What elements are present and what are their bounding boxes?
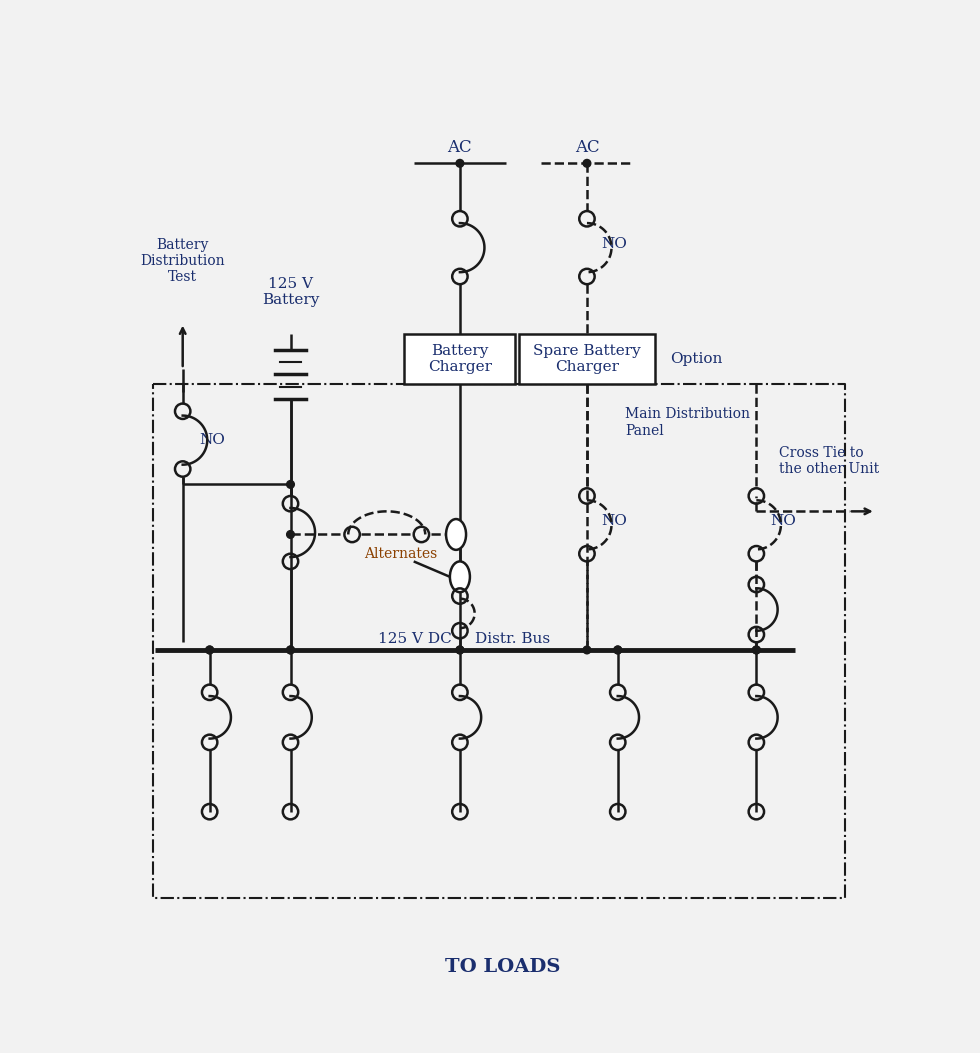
Text: NO: NO [601,514,626,528]
Circle shape [613,647,621,654]
Text: Distr. Bus: Distr. Bus [475,632,551,647]
Text: Alternates: Alternates [364,547,437,560]
Circle shape [286,647,294,654]
Text: Battery
Charger: Battery Charger [428,344,492,375]
Text: AC: AC [448,139,472,157]
Text: NO: NO [601,237,626,251]
Text: Cross Tie to
the other Unit: Cross Tie to the other Unit [779,445,880,476]
Circle shape [286,480,294,489]
Circle shape [456,647,464,654]
Text: Option: Option [670,353,722,366]
Text: 125 V DC: 125 V DC [378,632,452,647]
Circle shape [753,647,760,654]
Circle shape [583,159,591,167]
Bar [405,334,515,384]
Text: 125 V
Battery: 125 V Battery [262,277,319,307]
Text: NO: NO [770,514,796,528]
Circle shape [456,159,464,167]
Ellipse shape [446,519,466,550]
Circle shape [286,531,294,538]
Circle shape [753,647,760,654]
Text: NO: NO [200,433,225,448]
Circle shape [583,647,591,654]
Text: Spare Battery
Charger: Spare Battery Charger [533,344,641,375]
Circle shape [456,647,464,654]
Circle shape [206,647,214,654]
Text: TO LOADS: TO LOADS [445,958,560,976]
Circle shape [613,647,621,654]
Bar [519,334,655,384]
Text: Battery
Distribution
Test: Battery Distribution Test [140,238,225,284]
Ellipse shape [450,561,470,592]
Circle shape [286,647,294,654]
Circle shape [206,647,214,654]
Text: Main Distribution
Panel: Main Distribution Panel [625,408,751,438]
Text: AC: AC [574,139,599,157]
